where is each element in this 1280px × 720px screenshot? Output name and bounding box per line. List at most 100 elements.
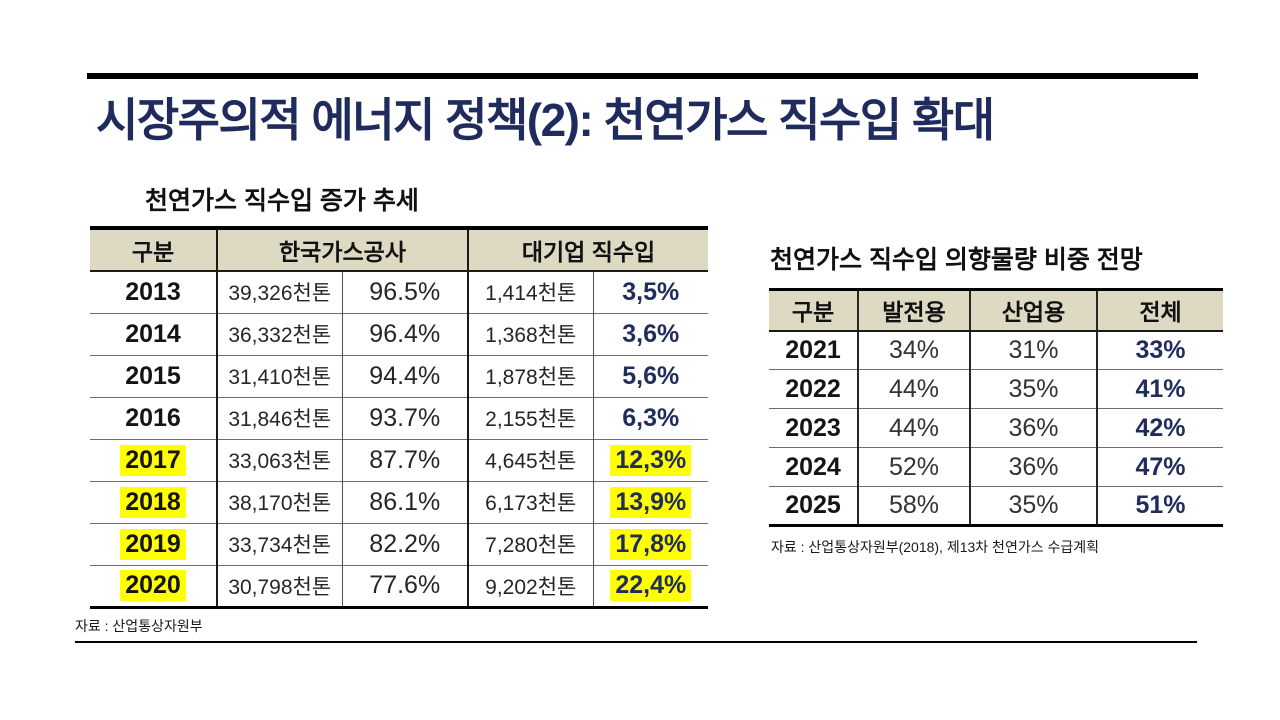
power-share-cell: 58% [857, 486, 970, 526]
table-row: 2025 58% 35% 51% [769, 486, 1223, 526]
year-cell: 2018 [90, 480, 217, 523]
direct-volume-cell: 1,368천톤 [467, 312, 593, 355]
table-row: 2022 44% 35% 41% [769, 369, 1223, 409]
direct-share-cell: 5,6% [592, 354, 709, 397]
import-growth-table: 구분 한국가스공사 대기업 직수입 2013 39,326천톤 96.5% 1,… [90, 226, 709, 609]
kogas-share-cell: 93.7% [341, 396, 468, 439]
kogas-volume-cell: 39,326천톤 [216, 271, 342, 313]
table-header-row: 구분 발전용 산업용 전체 [769, 289, 1223, 332]
kogas-volume-cell: 31,410천톤 [216, 354, 342, 397]
kogas-volume-cell: 30,798천톤 [216, 564, 342, 607]
power-share-cell: 44% [857, 408, 970, 448]
year-cell: 2022 [769, 369, 858, 409]
left-table-title: 천연가스 직수입 증가 추세 [145, 187, 419, 215]
total-share-cell: 42% [1096, 408, 1223, 448]
direct-share-cell: 17,8% [592, 522, 709, 565]
year-cell: 2024 [769, 447, 858, 487]
header-category: 구분 [769, 289, 858, 332]
power-share-cell: 44% [857, 369, 970, 409]
table-row: 2019 33,734천톤 82.2% 7,280천톤 17,8% [90, 522, 709, 565]
year-text: 2016 [125, 403, 181, 432]
year-cell: 2019 [90, 522, 217, 565]
direct-share-text: 3,5% [622, 277, 680, 306]
direct-share-text: 17,8% [610, 528, 692, 560]
title-top-rule [87, 73, 1198, 79]
total-share-cell: 33% [1096, 330, 1223, 370]
table-row: 2013 39,326천톤 96.5% 1,414천톤 3,5% [90, 271, 709, 313]
direct-volume-cell: 1,878천톤 [467, 354, 593, 397]
year-text: 2020 [120, 570, 186, 601]
header-direct-import: 대기업 직수입 [466, 228, 709, 272]
table-row: 2020 30,798천톤 77.6% 9,202천톤 22,4% [90, 564, 709, 607]
industry-share-cell: 36% [969, 447, 1097, 487]
kogas-volume-cell: 33,734천톤 [216, 522, 342, 565]
total-share-cell: 51% [1096, 486, 1223, 526]
year-text: 2013 [125, 277, 181, 306]
year-cell: 2016 [90, 396, 217, 439]
kogas-share-cell: 96.4% [341, 312, 468, 355]
kogas-share-cell: 77.6% [341, 564, 468, 607]
kogas-share-cell: 87.7% [341, 438, 468, 481]
year-cell: 2014 [90, 312, 217, 355]
total-share-cell: 41% [1096, 369, 1223, 409]
direct-share-text: 12,3% [610, 444, 692, 476]
kogas-volume-cell: 33,063천톤 [216, 438, 342, 481]
industry-share-cell: 36% [969, 408, 1097, 448]
year-text: 2018 [120, 486, 186, 518]
industry-share-cell: 35% [969, 369, 1097, 409]
year-cell: 2017 [90, 438, 217, 481]
table-row: 2015 31,410천톤 94.4% 1,878천톤 5,6% [90, 354, 709, 397]
direct-volume-cell: 7,280천톤 [467, 522, 593, 565]
slide-bottom-rule [75, 641, 1197, 643]
direct-share-text: 6,3% [622, 403, 680, 432]
table-header-row: 구분 한국가스공사 대기업 직수입 [90, 228, 709, 272]
kogas-share-cell: 82.2% [341, 522, 468, 565]
direct-volume-cell: 1,414천톤 [467, 271, 593, 313]
year-cell: 2023 [769, 408, 858, 448]
kogas-share-cell: 86.1% [341, 480, 468, 523]
year-text: 2015 [125, 361, 181, 390]
year-cell: 2025 [769, 486, 858, 526]
table-row: 2021 34% 31% 33% [769, 330, 1223, 370]
direct-share-cell: 6,3% [592, 396, 709, 439]
direct-share-cell: 13,9% [592, 480, 709, 523]
kogas-volume-cell: 36,332천톤 [216, 312, 342, 355]
table-row: 2017 33,063천톤 87.7% 4,645천톤 12,3% [90, 438, 709, 481]
right-source-note: 자료 : 산업통상자원부(2018), 제13차 천연가스 수급계획 [771, 539, 1099, 555]
header-power-gen: 발전용 [857, 289, 970, 332]
direct-share-cell: 22,4% [592, 564, 709, 607]
industry-share-cell: 35% [969, 486, 1097, 526]
direct-share-cell: 12,3% [592, 438, 709, 481]
direct-share-text: 13,9% [610, 486, 692, 518]
left-source-note: 자료 : 산업통상자원부 [75, 618, 203, 634]
header-kogas: 한국가스공사 [216, 228, 468, 272]
table-row: 2016 31,846천톤 93.7% 2,155천톤 6,3% [90, 396, 709, 439]
kogas-volume-cell: 38,170천톤 [216, 480, 342, 523]
total-share-cell: 47% [1096, 447, 1223, 487]
direct-volume-cell: 2,155천톤 [467, 396, 593, 439]
right-table-title: 천연가스 직수입 의향물량 비중 전망 [770, 246, 1143, 274]
power-share-cell: 52% [857, 447, 970, 487]
industry-share-cell: 31% [969, 330, 1097, 370]
table-row: 2023 44% 36% 42% [769, 408, 1223, 448]
direct-share-cell: 3,5% [592, 271, 709, 313]
year-cell: 2020 [90, 564, 217, 607]
direct-share-text: 22,4% [610, 570, 692, 601]
kogas-volume-cell: 31,846천톤 [216, 396, 342, 439]
header-industrial: 산업용 [969, 289, 1097, 332]
year-text: 2014 [125, 319, 181, 348]
direct-share-text: 5,6% [622, 361, 680, 390]
kogas-share-cell: 94.4% [341, 354, 468, 397]
page-title: 시장주의적 에너지 정책(2): 천연가스 직수입 확대 [96, 94, 995, 146]
table-row: 2018 38,170천톤 86.1% 6,173천톤 13,9% [90, 480, 709, 523]
table-row: 2024 52% 36% 47% [769, 447, 1223, 487]
table-row: 2014 36,332천톤 96.4% 1,368천톤 3,6% [90, 312, 709, 355]
year-cell: 2013 [90, 271, 217, 313]
year-text: 2017 [120, 444, 186, 476]
power-share-cell: 34% [857, 330, 970, 370]
direct-volume-cell: 9,202천톤 [467, 564, 593, 607]
direct-share-cell: 3,6% [592, 312, 709, 355]
year-cell: 2015 [90, 354, 217, 397]
import-share-forecast-table: 구분 발전용 산업용 전체 2021 34% 31% 33% 2022 44% … [769, 288, 1223, 527]
